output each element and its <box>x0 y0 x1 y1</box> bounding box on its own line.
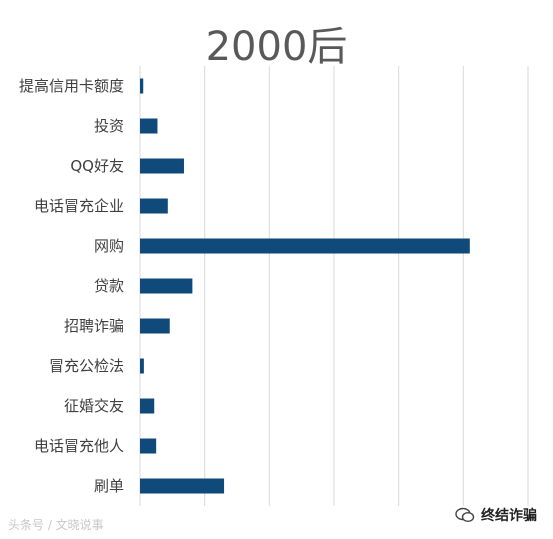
wechat-icon <box>455 507 475 523</box>
category-label: 网购 <box>94 237 124 255</box>
category-label: 电话冒充企业 <box>34 197 124 215</box>
bar <box>140 118 158 134</box>
bar <box>140 398 155 414</box>
bar <box>140 238 470 254</box>
category-label: 提高信用卡额度 <box>19 77 124 95</box>
bar <box>140 158 184 174</box>
category-label: 征婚交友 <box>64 397 124 415</box>
category-label: QQ好友 <box>70 157 124 175</box>
bar <box>140 358 144 374</box>
chart-title: 2000后 <box>205 24 348 70</box>
bar <box>140 198 168 214</box>
bar <box>140 318 170 334</box>
bar <box>140 78 144 94</box>
category-label: 招聘诈骗 <box>64 317 124 335</box>
bar <box>140 478 225 494</box>
watermark-right: 终结诈骗 <box>455 505 537 525</box>
watermark-right-text: 终结诈骗 <box>481 508 537 524</box>
category-label: 贷款 <box>94 277 124 295</box>
bar <box>140 438 157 454</box>
category-label: 刷单 <box>94 477 124 495</box>
watermark-left: 头条号 / 文晓说事 <box>8 518 104 532</box>
category-label: 电话冒充他人 <box>34 437 124 455</box>
category-label: 冒充公检法 <box>49 357 124 375</box>
bar <box>140 278 193 294</box>
category-label: 投资 <box>94 117 124 135</box>
